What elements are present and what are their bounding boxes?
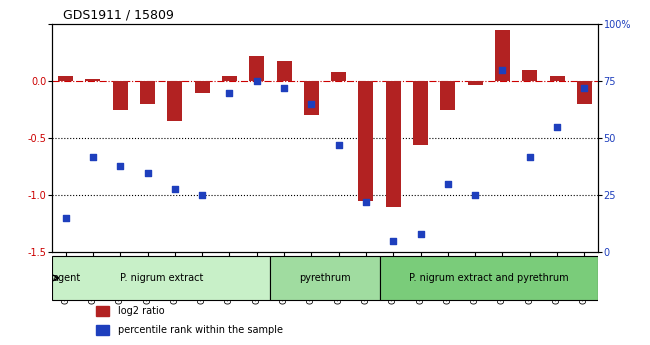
Point xyxy=(579,85,590,91)
Point xyxy=(252,78,262,84)
Bar xyxy=(304,81,319,116)
Bar xyxy=(522,70,538,81)
Text: P. nigrum extract: P. nigrum extract xyxy=(120,273,203,283)
Point xyxy=(88,154,98,159)
Text: percentile rank within the sample: percentile rank within the sample xyxy=(118,325,283,335)
Text: pyrethrum: pyrethrum xyxy=(299,273,351,283)
Point xyxy=(142,170,153,175)
Bar xyxy=(549,76,565,81)
Point xyxy=(552,124,562,130)
Bar xyxy=(167,81,183,121)
Bar xyxy=(495,30,510,81)
Bar xyxy=(140,81,155,104)
Point xyxy=(443,181,453,187)
Text: agent: agent xyxy=(53,273,81,283)
FancyBboxPatch shape xyxy=(52,256,270,300)
Text: GDS1911 / 15809: GDS1911 / 15809 xyxy=(63,9,174,22)
Bar xyxy=(276,61,292,81)
Text: log2 ratio: log2 ratio xyxy=(118,306,164,316)
Point xyxy=(361,199,371,205)
Bar xyxy=(249,56,265,81)
Point xyxy=(388,238,398,244)
Point xyxy=(497,67,508,72)
FancyBboxPatch shape xyxy=(380,256,598,300)
Bar xyxy=(112,81,128,110)
Point xyxy=(170,186,180,191)
Bar xyxy=(222,76,237,81)
FancyBboxPatch shape xyxy=(270,256,380,300)
Bar xyxy=(358,81,374,201)
Point xyxy=(306,101,317,107)
Text: P. nigrum extract and pyrethrum: P. nigrum extract and pyrethrum xyxy=(409,273,569,283)
Bar xyxy=(385,81,401,207)
Bar xyxy=(96,306,109,316)
Point xyxy=(470,193,480,198)
Point xyxy=(197,193,207,198)
Bar xyxy=(85,79,101,81)
Point xyxy=(525,154,535,159)
Point xyxy=(333,142,344,148)
Bar xyxy=(96,325,109,335)
Bar xyxy=(413,81,428,145)
Point xyxy=(224,90,235,96)
Bar xyxy=(467,81,483,85)
Bar xyxy=(331,72,346,81)
Bar xyxy=(577,81,592,104)
Point xyxy=(60,216,71,221)
Bar xyxy=(440,81,456,110)
Bar xyxy=(58,76,73,81)
Point xyxy=(279,85,289,91)
Bar xyxy=(194,81,210,93)
Point xyxy=(115,163,125,168)
Point xyxy=(415,231,426,237)
